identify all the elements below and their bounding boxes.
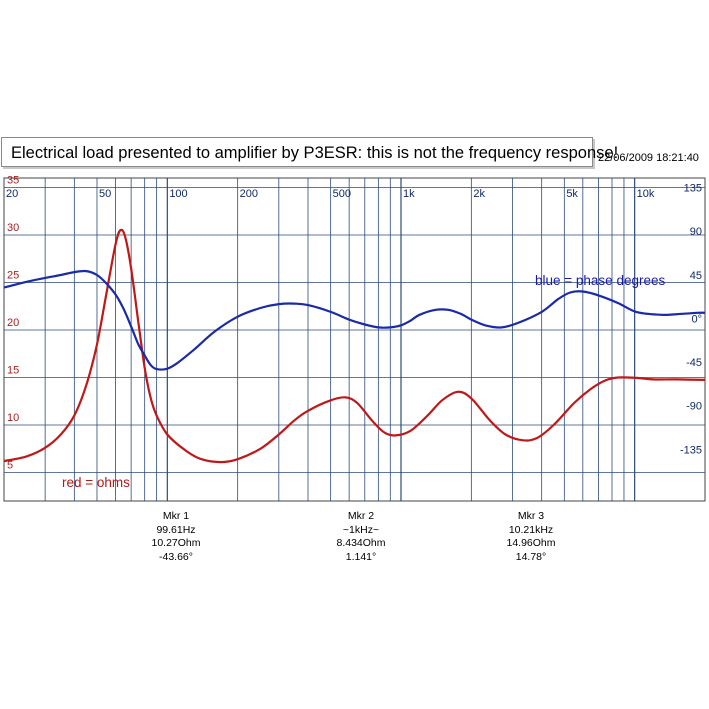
marker-1-ohms: 10.27Ohm: [151, 537, 201, 549]
timestamp: 22/06/2009 18:21:40: [598, 152, 699, 164]
marker-3-ohms: 14.96Ohm: [506, 537, 556, 549]
marker-1-phase: -43.66°: [159, 550, 193, 563]
marker-1-readout: Mkr 1 99.61Hz 10.27Ohm -43.66°: [116, 510, 236, 564]
marker-2-readout: Mkr 2 ~1kHz~ 8.434Ohm 1.141°: [301, 510, 421, 564]
marker-3-freq: 10.21kHz: [508, 523, 554, 536]
chart-title: Electrical load presented to amplifier b…: [1, 137, 618, 167]
marker-3-name: Mkr 3: [517, 510, 545, 522]
ohms-annotation: red = ohms: [62, 475, 130, 490]
marker-3-phase: 14.78°: [515, 550, 547, 563]
marker-2-ohms: 8.434Ohm: [336, 537, 386, 549]
y-right-tick-label: -45: [686, 357, 702, 369]
y-left-tick-label: 10: [7, 412, 19, 424]
marker-1-freq: 99.61Hz: [156, 523, 196, 536]
y-left-tick-label: 35: [7, 175, 19, 187]
marker-2-phase: 1.141°: [345, 550, 377, 563]
chart-grid: [3, 177, 706, 502]
y-right-tick-label: -135: [680, 444, 702, 456]
y-left-tick-label: 30: [7, 222, 19, 234]
x-tick-label: 20: [6, 188, 18, 200]
marker-2-freq: ~1kHz~: [342, 523, 380, 536]
phase-annotation: blue = phase degrees: [535, 273, 665, 288]
x-tick-label: 500: [333, 188, 351, 200]
x-tick-label: 200: [240, 188, 258, 200]
y-right-tick-label: 90: [690, 226, 702, 238]
x-tick-label: 100: [169, 188, 187, 200]
x-tick-label: 2k: [473, 188, 485, 200]
y-right-tick-label: 0°: [691, 313, 702, 325]
y-right-tick-label: 45: [690, 270, 702, 282]
x-tick-labels: 20 50 100 200 500 1k 2k 5k 10k: [6, 188, 655, 200]
phase-line: [3, 269, 706, 371]
y-right-tick-label: 135: [684, 182, 702, 194]
marker-1-name: Mkr 1: [162, 510, 190, 522]
x-tick-label: 1k: [403, 188, 415, 200]
marker-2-name: Mkr 2: [347, 510, 375, 522]
y-left-tick-label: 25: [7, 270, 19, 282]
x-tick-label: 10k: [637, 188, 655, 200]
y-left-tick-label: 15: [7, 365, 19, 377]
y-left-tick-label: 5: [7, 460, 13, 472]
y-left-tick-label: 20: [7, 317, 19, 329]
impedance-line: [3, 228, 706, 464]
chart-series: [3, 228, 706, 464]
y-right-tick-label: -90: [686, 401, 702, 413]
plot-frame: [3, 177, 706, 502]
marker-3-readout: Mkr 3 10.21kHz 14.96Ohm 14.78°: [471, 510, 591, 564]
x-tick-label: 5k: [566, 188, 578, 200]
x-tick-label: 50: [99, 188, 111, 200]
y-tick-labels: 35 30 25 20 15 10 5 135 90 45 0° -45 -90 -135: [7, 175, 702, 472]
